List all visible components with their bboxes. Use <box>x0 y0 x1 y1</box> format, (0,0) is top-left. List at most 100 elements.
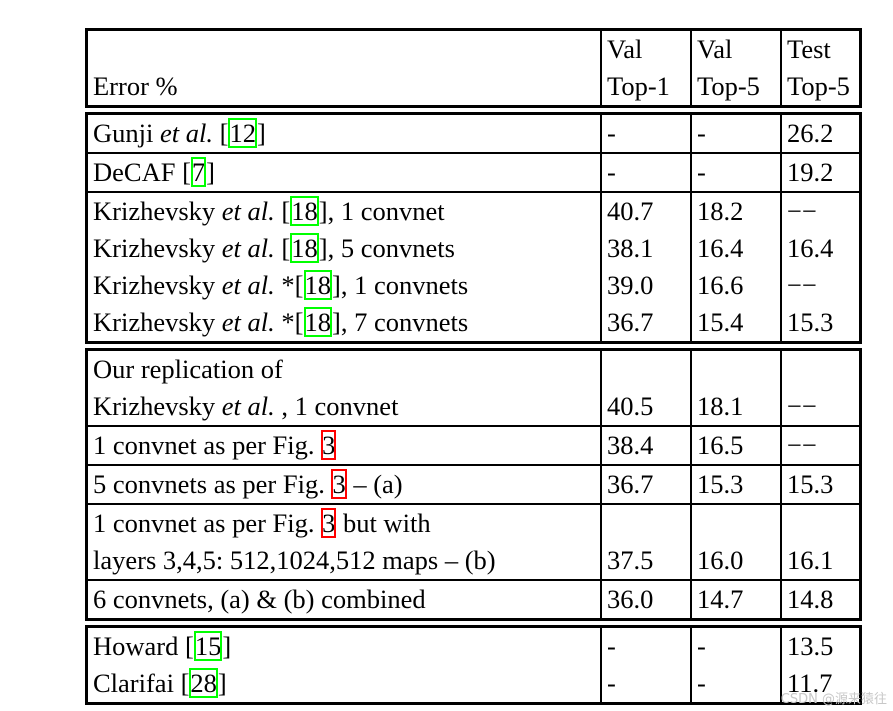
value-cell: 16.5 <box>690 425 781 465</box>
method-text: – (a) <box>346 469 403 499</box>
method-text: , 1 convnets <box>340 270 469 300</box>
italic-text: et al. <box>221 391 275 421</box>
group-table: Gunji et al. [12] - -26.2 DeCAF [7] - -19.2 Kr… <box>88 115 859 341</box>
table-row: 5 convnets as per Fig. 3 – (a) 36.7 15.3 15… <box>88 464 859 504</box>
method-text: Krizhevsky <box>93 391 222 421</box>
italic-text: et al. <box>221 233 275 263</box>
method-cell: Krizhevsky et al. [18], 5 convnets <box>88 230 601 267</box>
header-line: Error % <box>93 71 178 101</box>
method-text: Howard <box>93 631 185 661</box>
value-cell: 36.7 <box>600 464 691 504</box>
value-cell: 15.3 <box>690 464 781 504</box>
italic-text: et al. <box>221 307 275 337</box>
value-cell: 16.4 <box>690 230 781 267</box>
method-cell: 6 convnets, (a) & (b) combined <box>88 579 601 618</box>
header-line: Top-1 <box>607 71 670 101</box>
group-table: Our replication of Krizhevsky et al. , 1 … <box>88 351 859 618</box>
value-cell: 16.1 <box>780 503 859 580</box>
table-row: 6 convnets, (a) & (b) combined 36.0 14.7 14… <box>88 579 859 618</box>
value-cell: 26.2 <box>780 115 859 153</box>
value-cell: - <box>690 115 781 153</box>
method-text: , 5 convnets <box>327 233 455 263</box>
results-table: Error % Val Top-1 Val Top-5 Test Top-5 Gunji et… <box>85 28 862 709</box>
method-text: Our replication of <box>93 354 283 384</box>
value-cell: - <box>600 115 691 153</box>
method-text: 1 convnet as per Fig. <box>93 430 322 460</box>
citation-link[interactable]: 18 <box>290 233 319 263</box>
table-group: Howard [15] - -13.5 Clarifai [28] - -11.7 <box>85 625 862 705</box>
citation-link[interactable]: 12 <box>228 118 257 148</box>
table-row: Krizhevsky et al. [18], 1 convnet 40.7 18.… <box>88 191 859 230</box>
table-row: Gunji et al. [12] - -26.2 <box>88 115 859 153</box>
italic-text: et al. <box>221 196 275 226</box>
table-row: Krizhevsky et al. *[18], 1 convnets 39.0 1… <box>88 267 859 304</box>
method-line: Krizhevsky et al. [18], 1 convnet <box>93 196 445 226</box>
citation-link[interactable]: 18 <box>290 196 319 226</box>
method-text: DeCAF <box>93 157 183 187</box>
header-cell: Val Top-1 <box>600 31 691 105</box>
figure-link[interactable]: 3 <box>321 430 337 460</box>
value-cell: 38.4 <box>600 425 691 465</box>
value-cell: 39.0 <box>600 267 691 304</box>
value-cell: 38.1 <box>600 230 691 267</box>
table-header: Error % Val Top-1 Val Top-5 Test Top-5 <box>85 28 862 108</box>
header-cell: Test Top-5 <box>780 31 859 105</box>
citation-link[interactable]: 18 <box>303 307 332 337</box>
method-line: Our replication of <box>93 351 600 388</box>
method-cell: Krizhevsky et al. [18], 1 convnet <box>88 191 601 230</box>
table-row: Our replication of Krizhevsky et al. , 1 … <box>88 351 859 426</box>
method-cell: Clarifai [28] <box>88 665 601 702</box>
method-cell: Gunji et al. [12] <box>88 115 601 153</box>
method-line: Krizhevsky et al. [18], 5 convnets <box>93 233 455 263</box>
method-text: 1 convnet as per Fig. <box>93 508 322 538</box>
citation-link[interactable]: 28 <box>189 668 218 698</box>
table-row: Clarifai [28] - -11.7 <box>88 665 859 702</box>
value-cell: 11.7 <box>780 665 859 702</box>
value-cell: 19.2 <box>780 152 859 192</box>
value-cell: - <box>690 665 781 702</box>
method-cell: Krizhevsky et al. *[18], 7 convnets <box>88 304 601 341</box>
value-cell: 14.8 <box>780 579 859 618</box>
method-line: 6 convnets, (a) & (b) combined <box>93 581 600 618</box>
method-cell: 5 convnets as per Fig. 3 – (a) <box>88 464 601 504</box>
citation-link[interactable]: 15 <box>193 631 223 661</box>
header-row: Error % Val Top-1 Val Top-5 Test Top-5 <box>88 31 859 105</box>
header-line: Val <box>697 34 733 64</box>
header-line: Test <box>787 34 831 64</box>
citation-link[interactable]: 18 <box>303 270 332 300</box>
table-row: Howard [15] - -13.5 <box>88 628 859 665</box>
value-cell: 18.2 <box>690 191 781 230</box>
value-cell: - <box>690 628 781 665</box>
figure-link[interactable]: 3 <box>331 469 347 499</box>
method-cell: Howard [15] <box>88 628 601 665</box>
method-line: Krizhevsky et al. , 1 convnet <box>93 388 600 425</box>
value-cell: 16.4 <box>780 230 859 267</box>
table-row: DeCAF [7] - -19.2 <box>88 152 859 192</box>
method-text: , 1 convnet <box>327 196 445 226</box>
value-cell: 18.1 <box>690 351 781 426</box>
value-cell: 40.5 <box>600 351 691 426</box>
method-text: * <box>274 307 295 337</box>
method-cell: DeCAF [7] <box>88 152 601 192</box>
value-cell: 36.0 <box>600 579 691 618</box>
method-text: Krizhevsky <box>93 233 222 263</box>
method-text: , 1 convnet <box>274 391 399 421</box>
method-text <box>275 196 282 226</box>
method-text: Krizhevsky <box>93 270 222 300</box>
header-cell: Error % <box>88 31 601 105</box>
table-group: Our replication of Krizhevsky et al. , 1 … <box>85 348 862 621</box>
value-cell: −− <box>780 191 859 230</box>
method-text: Gunji <box>93 118 160 148</box>
table-row: Krizhevsky et al. [18], 5 convnets 38.1 16… <box>88 230 859 267</box>
method-line: layers 3,4,5: 512,1024,512 maps – (b) <box>93 542 600 579</box>
method-line: Krizhevsky et al. *[18], 1 convnets <box>93 270 469 300</box>
value-cell: - <box>600 152 691 192</box>
method-line: Krizhevsky et al. *[18], 7 convnets <box>93 307 469 337</box>
method-text: Krizhevsky <box>93 196 222 226</box>
value-cell: 15.3 <box>780 304 859 341</box>
table-group: Gunji et al. [12] - -26.2 DeCAF [7] - -19.2 Kr… <box>85 112 862 344</box>
value-cell: 37.5 <box>600 503 691 580</box>
citation-link[interactable]: 7 <box>190 157 207 187</box>
figure-link[interactable]: 3 <box>321 508 337 538</box>
header-line: Val <box>607 34 643 64</box>
